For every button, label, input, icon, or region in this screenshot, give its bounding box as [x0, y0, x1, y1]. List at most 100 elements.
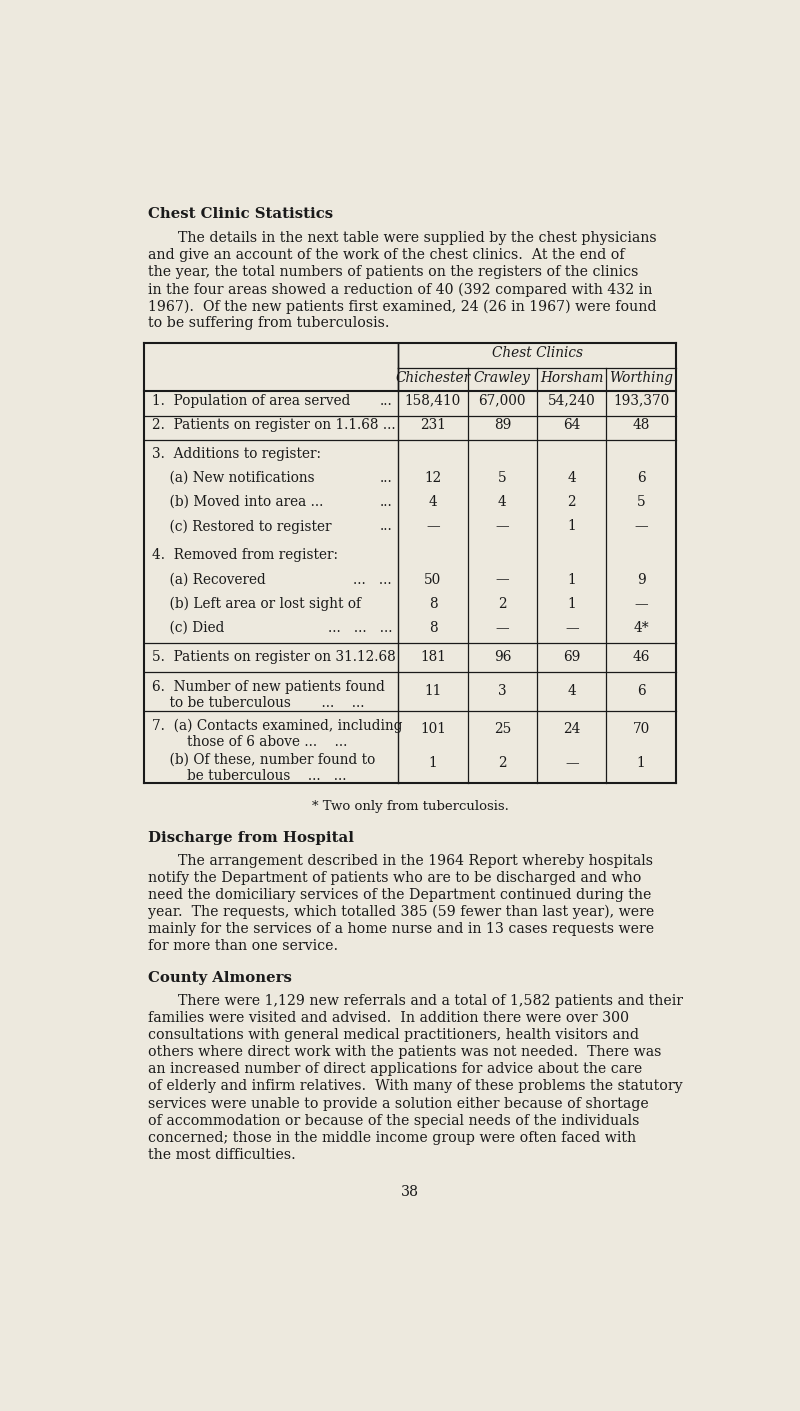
- Text: for more than one service.: for more than one service.: [148, 940, 338, 954]
- Text: 1: 1: [429, 756, 438, 770]
- Text: 158,410: 158,410: [405, 394, 461, 408]
- Text: 3: 3: [498, 683, 506, 697]
- Text: 1: 1: [567, 573, 576, 587]
- Text: 4: 4: [567, 471, 576, 485]
- Text: ...: ...: [379, 471, 392, 485]
- Text: ...: ...: [379, 495, 392, 509]
- Text: 12: 12: [424, 471, 442, 485]
- Text: services were unable to provide a solution either because of shortage: services were unable to provide a soluti…: [148, 1096, 649, 1110]
- Text: 4*: 4*: [634, 621, 649, 635]
- Text: 1: 1: [567, 597, 576, 611]
- Text: and give an account of the work of the chest clinics.  At the end of: and give an account of the work of the c…: [148, 248, 625, 262]
- Text: 2: 2: [498, 597, 506, 611]
- Text: Worthing: Worthing: [609, 371, 673, 385]
- Text: 5.  Patients on register on 31.12.68: 5. Patients on register on 31.12.68: [152, 650, 396, 665]
- Text: Chichester: Chichester: [395, 371, 470, 385]
- Text: mainly for the services of a home nurse and in 13 cases requests were: mainly for the services of a home nurse …: [148, 923, 654, 935]
- Text: families were visited and advised.  In addition there were over 300: families were visited and advised. In ad…: [148, 1012, 629, 1024]
- Text: the most difficulties.: the most difficulties.: [148, 1147, 296, 1161]
- Text: 89: 89: [494, 418, 511, 432]
- Text: 4: 4: [498, 495, 506, 509]
- Text: 2: 2: [567, 495, 576, 509]
- Text: Horsham: Horsham: [540, 371, 603, 385]
- Text: 6.  Number of new patients found: 6. Number of new patients found: [152, 680, 385, 694]
- Text: those of 6 above ...    ...: those of 6 above ... ...: [152, 735, 347, 749]
- Text: 5: 5: [498, 471, 506, 485]
- Text: 1: 1: [567, 519, 576, 533]
- Text: 7.  (a) Contacts examined, including: 7. (a) Contacts examined, including: [152, 718, 402, 734]
- Text: —: —: [634, 597, 648, 611]
- Text: (b) Moved into area ...: (b) Moved into area ...: [152, 495, 323, 509]
- Text: 101: 101: [420, 722, 446, 737]
- Text: 38: 38: [401, 1185, 419, 1199]
- Text: of elderly and infirm relatives.  With many of these problems the statutory: of elderly and infirm relatives. With ma…: [148, 1079, 682, 1094]
- Text: to be suffering from tuberculosis.: to be suffering from tuberculosis.: [148, 316, 390, 330]
- Text: —: —: [634, 519, 648, 533]
- Text: 5: 5: [637, 495, 646, 509]
- Text: 6: 6: [637, 683, 646, 697]
- Text: to be tuberculous       ...    ...: to be tuberculous ... ...: [152, 697, 365, 711]
- Text: of accommodation or because of the special needs of the individuals: of accommodation or because of the speci…: [148, 1113, 639, 1127]
- Text: Chest Clinics: Chest Clinics: [491, 346, 582, 360]
- Text: The details in the next table were supplied by the chest physicians: The details in the next table were suppl…: [178, 231, 656, 246]
- Text: an increased number of direct applications for advice about the care: an increased number of direct applicatio…: [148, 1062, 642, 1077]
- Text: ...: ...: [379, 519, 392, 533]
- Text: 67,000: 67,000: [478, 394, 526, 408]
- Text: need the domiciliary services of the Department continued during the: need the domiciliary services of the Dep…: [148, 888, 651, 902]
- Text: 54,240: 54,240: [548, 394, 596, 408]
- Text: (b) Of these, number found to: (b) Of these, number found to: [152, 752, 375, 766]
- Text: notify the Department of patients who are to be discharged and who: notify the Department of patients who ar…: [148, 871, 642, 885]
- Text: 1967).  Of the new patients first examined, 24 (26 in 1967) were found: 1967). Of the new patients first examine…: [148, 299, 657, 313]
- Text: —: —: [565, 756, 578, 770]
- Text: 6: 6: [637, 471, 646, 485]
- Text: Discharge from Hospital: Discharge from Hospital: [148, 831, 354, 845]
- Text: 25: 25: [494, 722, 511, 737]
- Text: —: —: [495, 519, 509, 533]
- Text: in the four areas showed a reduction of 40 (392 compared with 432 in: in the four areas showed a reduction of …: [148, 282, 653, 296]
- Text: (b) Left area or lost sight of: (b) Left area or lost sight of: [152, 597, 361, 611]
- Text: ...: ...: [379, 394, 392, 408]
- Text: consultations with general medical practitioners, health visitors and: consultations with general medical pract…: [148, 1029, 639, 1043]
- Text: the year, the total numbers of patients on the registers of the clinics: the year, the total numbers of patients …: [148, 265, 638, 279]
- Text: 50: 50: [424, 573, 442, 587]
- Text: 11: 11: [424, 683, 442, 697]
- Text: 2.  Patients on register on 1.1.68 ...: 2. Patients on register on 1.1.68 ...: [152, 418, 395, 432]
- Text: (c) Died: (c) Died: [152, 621, 224, 635]
- Text: There were 1,129 new referrals and a total of 1,582 patients and their: There were 1,129 new referrals and a tot…: [178, 993, 682, 1007]
- Text: 96: 96: [494, 650, 511, 665]
- Text: others where direct work with the patients was not needed.  There was: others where direct work with the patien…: [148, 1046, 662, 1060]
- Text: —: —: [426, 519, 440, 533]
- Text: 4: 4: [429, 495, 438, 509]
- Text: 193,370: 193,370: [613, 394, 670, 408]
- Text: 3.  Additions to register:: 3. Additions to register:: [152, 447, 321, 460]
- Text: 4: 4: [567, 683, 576, 697]
- Text: 24: 24: [563, 722, 581, 737]
- Text: The arrangement described in the 1964 Report whereby hospitals: The arrangement described in the 1964 Re…: [178, 854, 653, 868]
- Text: be tuberculous    ...   ...: be tuberculous ... ...: [152, 769, 346, 783]
- Text: * Two only from tuberculosis.: * Two only from tuberculosis.: [311, 800, 509, 813]
- Text: 8: 8: [429, 597, 438, 611]
- Text: 64: 64: [563, 418, 581, 432]
- Text: ...   ...: ... ...: [354, 573, 392, 587]
- Text: —: —: [565, 621, 578, 635]
- Text: 46: 46: [633, 650, 650, 665]
- Text: (c) Restored to register: (c) Restored to register: [152, 519, 331, 533]
- Text: —: —: [495, 573, 509, 587]
- Text: 1.  Population of area served: 1. Population of area served: [152, 394, 350, 408]
- Text: Chest Clinic Statistics: Chest Clinic Statistics: [148, 207, 333, 222]
- Text: (a) Recovered: (a) Recovered: [152, 573, 266, 587]
- Text: 8: 8: [429, 621, 438, 635]
- Text: 4.  Removed from register:: 4. Removed from register:: [152, 549, 338, 562]
- Text: 9: 9: [637, 573, 646, 587]
- Text: 70: 70: [633, 722, 650, 737]
- Text: —: —: [495, 621, 509, 635]
- Text: concerned; those in the middle income group were often faced with: concerned; those in the middle income gr…: [148, 1130, 636, 1144]
- Text: 181: 181: [420, 650, 446, 665]
- Text: 69: 69: [563, 650, 581, 665]
- Text: ...   ...   ...: ... ... ...: [328, 621, 392, 635]
- Text: (a) New notifications: (a) New notifications: [152, 471, 314, 485]
- Text: 2: 2: [498, 756, 506, 770]
- Text: 231: 231: [420, 418, 446, 432]
- Text: 1: 1: [637, 756, 646, 770]
- Text: 48: 48: [633, 418, 650, 432]
